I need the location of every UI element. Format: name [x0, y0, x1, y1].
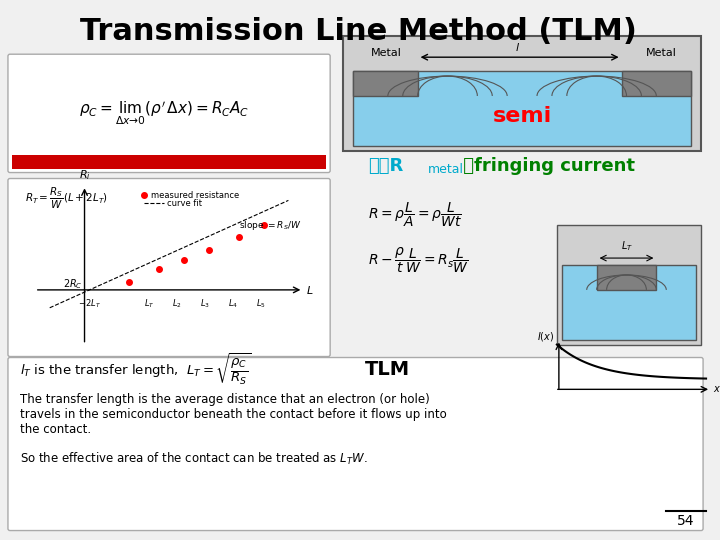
Bar	[343, 36, 701, 151]
Bar	[353, 71, 691, 146]
Text: 與fringing current: 與fringing current	[457, 157, 636, 174]
Text: $l_T$ is the transfer length,  $L_T = \sqrt{\dfrac{\rho_C}{R_S}}$: $l_T$ is the transfer length, $L_T = \sq…	[20, 352, 251, 387]
Text: the contact.: the contact.	[20, 423, 91, 436]
Text: $R_i$: $R_i$	[78, 168, 91, 183]
Text: $L_T$: $L_T$	[621, 239, 632, 253]
FancyBboxPatch shape	[8, 54, 330, 173]
Text: travels in the semiconductor beneath the contact before it flows up into: travels in the semiconductor beneath the…	[20, 408, 446, 421]
Text: $R_T = \dfrac{R_S}{W}(L + 2L_T)$: $R_T = \dfrac{R_S}{W}(L + 2L_T)$	[25, 186, 108, 211]
Text: So the effective area of the contact can be treated as $L_T W$.: So the effective area of the contact can…	[20, 451, 367, 467]
Bar	[557, 225, 701, 345]
Text: $\rho_C = \lim_{\Delta x \to 0} (\rho' \Delta x) = R_C A_C$: $\rho_C = \lim_{\Delta x \to 0} (\rho' \…	[79, 99, 249, 127]
Text: $L_2$: $L_2$	[172, 298, 182, 310]
Text: $R - \dfrac{\rho}{t}\dfrac{L}{W} = R_s \dfrac{L}{W}$: $R - \dfrac{\rho}{t}\dfrac{L}{W} = R_s \…	[368, 245, 469, 275]
FancyBboxPatch shape	[8, 179, 330, 356]
Text: $I(x)$: $I(x)$	[536, 330, 554, 343]
Text: $L_T$: $L_T$	[144, 298, 155, 310]
Text: $L_4$: $L_4$	[228, 298, 238, 310]
Bar	[12, 154, 326, 168]
Bar	[597, 265, 657, 290]
Text: TLM: TLM	[365, 360, 410, 379]
Bar	[562, 265, 696, 340]
Text: $R = \rho \dfrac{L}{A} = \rho \dfrac{L}{Wt}$: $R = \rho \dfrac{L}{A} = \rho \dfrac{L}{…	[368, 201, 462, 230]
Text: metal: metal	[428, 163, 464, 176]
Text: $-2L_T$: $-2L_T$	[78, 298, 101, 310]
Bar	[353, 71, 418, 96]
Text: $x$: $x$	[713, 384, 720, 394]
Text: $L_3$: $L_3$	[200, 298, 210, 310]
Text: Metal: Metal	[646, 48, 677, 58]
FancyBboxPatch shape	[8, 357, 703, 530]
Text: $L$: $L$	[306, 284, 314, 296]
Text: 忽略R: 忽略R	[368, 157, 403, 174]
Text: $l$: $l$	[515, 41, 520, 53]
Text: The transfer length is the average distance that an electron (or hole): The transfer length is the average dista…	[20, 393, 430, 406]
Text: slope $= R_S/W$: slope $= R_S/W$	[238, 219, 301, 232]
Text: 54: 54	[678, 514, 695, 528]
Bar	[621, 71, 691, 96]
Text: semi: semi	[492, 106, 552, 126]
Text: measured resistance: measured resistance	[151, 191, 240, 200]
Text: Transmission Line Method (TLM): Transmission Line Method (TLM)	[80, 17, 636, 46]
Text: $L_5$: $L_5$	[256, 298, 266, 310]
Text: curve fit: curve fit	[167, 199, 202, 208]
Text: Metal: Metal	[370, 48, 401, 58]
Text: $2R_C$: $2R_C$	[63, 277, 83, 291]
